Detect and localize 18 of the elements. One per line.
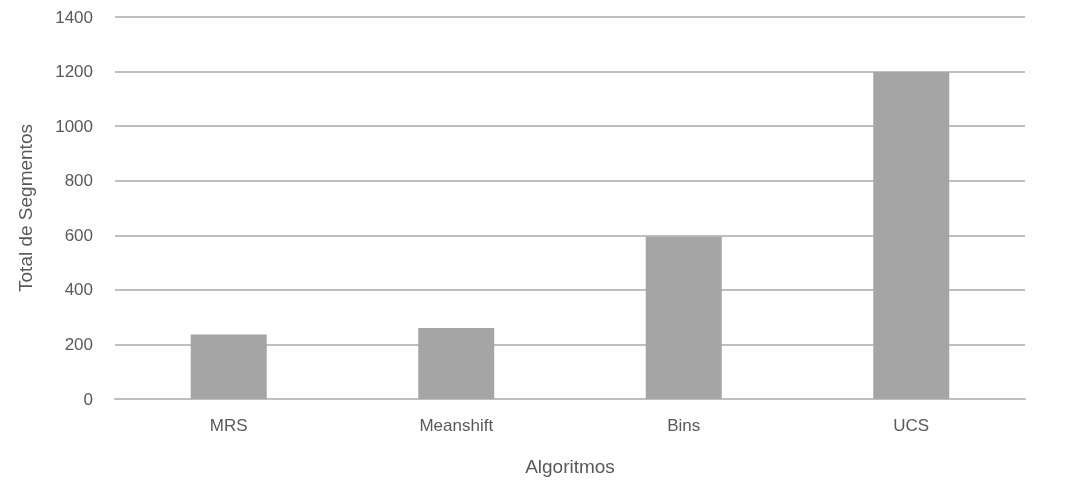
x-tick-label: Meanshift: [419, 416, 494, 435]
x-tick-label: Bins: [667, 416, 701, 435]
x-tick-label: MRS: [209, 416, 248, 435]
y-tick-label: 1400: [55, 7, 93, 27]
y-tick-label: 200: [64, 334, 93, 354]
y-tick-label: 800: [64, 171, 93, 191]
bar: [645, 236, 722, 399]
y-axis-title: Total de Segmentos: [15, 124, 36, 292]
x-axis-title: Algoritmos: [525, 456, 615, 477]
x-tick-label: UCS: [893, 416, 930, 435]
y-tick-label: 1000: [55, 116, 93, 136]
y-tick-label: 600: [64, 225, 93, 245]
bar: [418, 328, 495, 399]
bar: [873, 72, 950, 399]
y-tick-label: 0: [83, 389, 93, 409]
y-tick-label: 1200: [55, 62, 93, 82]
y-tick-label: 400: [64, 280, 93, 300]
bar: [190, 334, 267, 399]
